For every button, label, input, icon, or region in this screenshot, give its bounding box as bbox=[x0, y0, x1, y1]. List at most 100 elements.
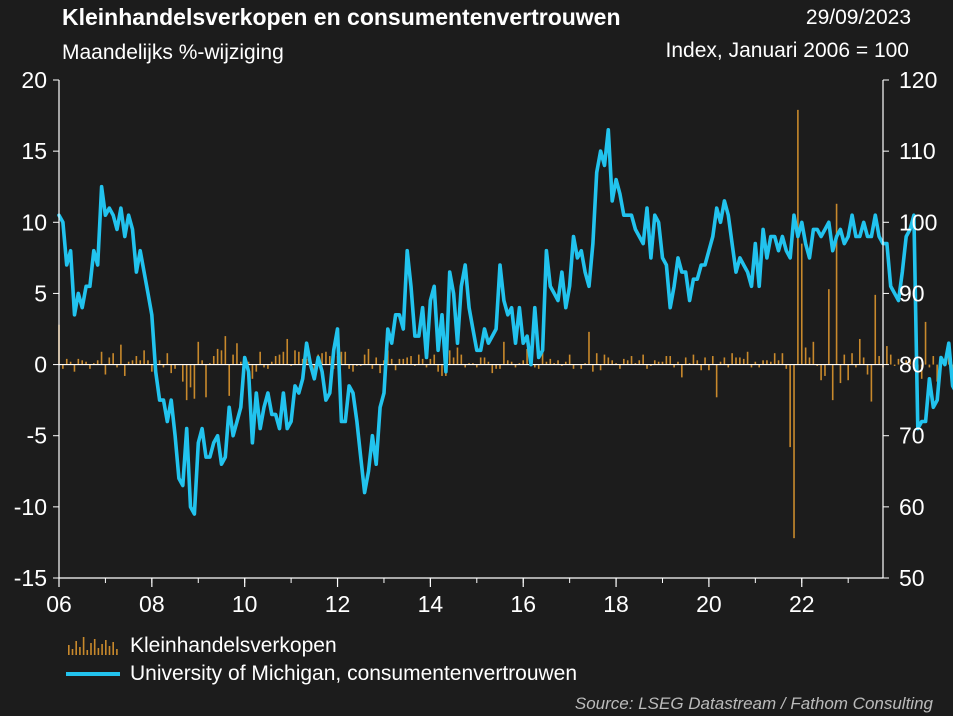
retail-bar bbox=[460, 354, 463, 365]
retail-bar bbox=[742, 358, 745, 365]
retail-bar bbox=[487, 361, 490, 365]
retail-bar bbox=[638, 360, 641, 365]
retail-bar bbox=[359, 364, 362, 366]
legend-bar-mark bbox=[90, 643, 92, 655]
x-tick-label: 06 bbox=[46, 591, 72, 617]
retail-bar bbox=[828, 289, 830, 365]
retail-bar bbox=[433, 354, 436, 365]
retail-bar bbox=[750, 364, 753, 368]
retail-bar bbox=[936, 364, 938, 382]
retail-bar bbox=[537, 364, 540, 369]
retail-bar bbox=[375, 357, 378, 365]
retail-bar bbox=[495, 364, 497, 369]
retail-bar bbox=[696, 360, 699, 365]
retail-bar bbox=[773, 353, 776, 365]
legend-item-sentiment: University of Michigan, consumentenvertr… bbox=[66, 660, 577, 688]
retail-bar bbox=[437, 364, 439, 372]
retail-bar bbox=[100, 351, 103, 365]
left-tick-label: 20 bbox=[21, 67, 47, 93]
retail-bar bbox=[503, 341, 505, 365]
retail-bar bbox=[549, 358, 552, 365]
legend-bar-mark bbox=[75, 641, 77, 655]
right-tick-label: 120 bbox=[899, 67, 937, 93]
retail-bar bbox=[820, 364, 822, 381]
retail-bar bbox=[595, 353, 598, 365]
retail-bar bbox=[112, 353, 114, 365]
legend-bar-mark bbox=[97, 648, 100, 655]
retail-bar bbox=[758, 364, 761, 368]
x-tick-label: 10 bbox=[232, 591, 258, 617]
retail-bar bbox=[673, 364, 675, 368]
retail-bar bbox=[448, 350, 451, 365]
retail-bar bbox=[913, 364, 915, 366]
retail-bar bbox=[584, 363, 586, 365]
retail-bar bbox=[166, 353, 169, 365]
retail-bar bbox=[793, 364, 795, 539]
retail-bar bbox=[394, 364, 397, 371]
retail-bar bbox=[321, 353, 323, 365]
retail-bar bbox=[541, 350, 544, 365]
source-note: Source: LSEG Datastream / Fathom Consult… bbox=[574, 694, 933, 713]
retail-bar bbox=[479, 357, 482, 365]
retail-bar bbox=[259, 351, 261, 365]
legend-swatch-line bbox=[66, 672, 120, 676]
retail-bar bbox=[267, 364, 269, 369]
retail-bar bbox=[181, 364, 184, 382]
retail-bar bbox=[777, 360, 780, 365]
retail-bar bbox=[62, 364, 64, 369]
retail-bar bbox=[754, 361, 757, 365]
retail-bar bbox=[398, 358, 401, 365]
legend: Kleinhandelsverkopen University of Michi… bbox=[66, 632, 577, 688]
right-tick-label: 70 bbox=[899, 423, 925, 449]
retail-bar bbox=[414, 364, 416, 366]
retail-bar bbox=[688, 363, 691, 365]
retail-bar bbox=[363, 354, 366, 365]
retail-bar bbox=[928, 364, 931, 368]
x-tick-label: 16 bbox=[510, 591, 536, 617]
retail-bar bbox=[851, 353, 853, 365]
retail-bar bbox=[835, 203, 838, 365]
retail-bar bbox=[545, 361, 548, 365]
retail-bar bbox=[286, 338, 289, 365]
retail-bar bbox=[390, 358, 393, 365]
retail-bar bbox=[290, 364, 292, 366]
legend-label-sentiment: University of Michigan, consumentenvertr… bbox=[130, 662, 578, 685]
retail-bar bbox=[866, 364, 869, 375]
retail-bar bbox=[804, 347, 807, 365]
retail-bar bbox=[468, 363, 470, 365]
retail-bar bbox=[630, 356, 633, 365]
legend-bar-mark bbox=[86, 650, 89, 655]
retail-bar bbox=[236, 343, 238, 365]
retail-bar bbox=[69, 361, 72, 365]
retail-bar bbox=[564, 361, 567, 365]
retail-bar bbox=[151, 364, 153, 372]
retail-bar bbox=[657, 361, 660, 365]
chart-date: 29/09/2023 bbox=[805, 6, 911, 29]
retail-bar bbox=[96, 360, 99, 365]
retail-bar bbox=[650, 364, 652, 366]
retail-bar bbox=[588, 331, 590, 365]
retail-bar bbox=[611, 360, 613, 365]
retail-bar bbox=[491, 364, 494, 374]
retail-bar bbox=[73, 364, 76, 372]
retail-bar bbox=[905, 360, 908, 365]
retail-bar bbox=[476, 364, 478, 368]
retail-bar bbox=[209, 363, 211, 365]
retail-bar bbox=[735, 357, 737, 365]
x-tick-label: 22 bbox=[789, 591, 815, 617]
retail-bar bbox=[104, 364, 107, 375]
retail-bar bbox=[356, 364, 358, 366]
retail-bar bbox=[526, 348, 528, 365]
retail-bar bbox=[889, 354, 892, 365]
retail-bar bbox=[162, 364, 165, 368]
retail-bar bbox=[174, 364, 176, 369]
retail-bar bbox=[464, 364, 466, 368]
retail-bar bbox=[274, 356, 277, 365]
legend-bar-mark bbox=[116, 649, 118, 655]
retail-bar bbox=[607, 357, 610, 365]
retail-bar bbox=[197, 341, 200, 365]
retail-bar bbox=[831, 364, 834, 401]
retail-bar bbox=[329, 356, 331, 365]
retail-bar bbox=[781, 353, 784, 365]
